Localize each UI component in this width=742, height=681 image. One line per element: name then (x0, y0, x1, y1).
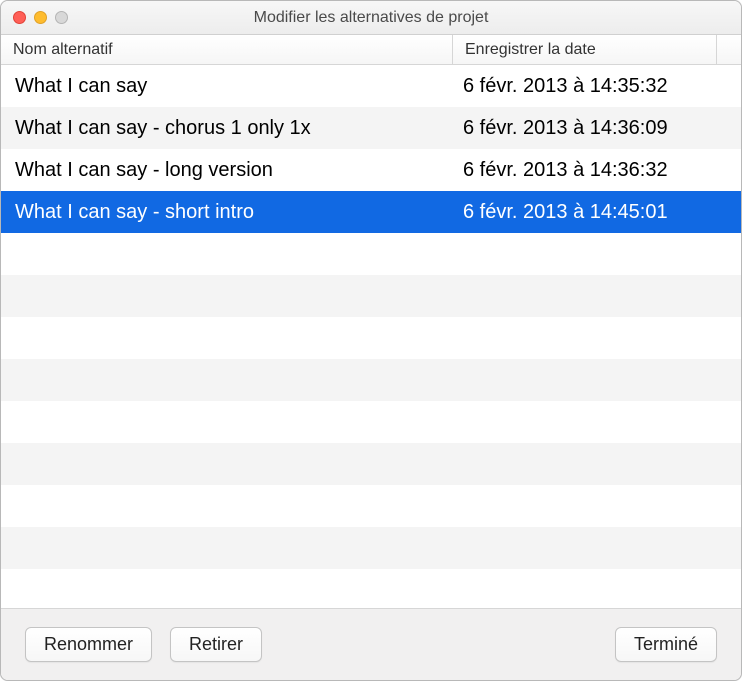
done-button[interactable]: Terminé (615, 627, 717, 662)
close-icon[interactable] (13, 11, 26, 24)
table-row-empty (1, 275, 741, 317)
cell-date: 6 févr. 2013 à 14:36:32 (453, 159, 741, 182)
table-row[interactable]: What I can say - short intro6 févr. 2013… (1, 191, 741, 233)
titlebar: Modifier les alternatives de projet (1, 1, 741, 35)
remove-button[interactable]: Retirer (170, 627, 262, 662)
table-row-empty (1, 443, 741, 485)
cell-name: What I can say (1, 75, 453, 98)
window-title: Modifier les alternatives de projet (1, 9, 741, 27)
cell-date: 6 févr. 2013 à 14:36:09 (453, 117, 741, 140)
table-body[interactable]: What I can say6 févr. 2013 à 14:35:32Wha… (1, 65, 741, 608)
table-row-empty (1, 317, 741, 359)
column-header-scroll (717, 35, 741, 64)
zoom-icon (55, 11, 68, 24)
traffic-lights (1, 11, 68, 24)
table-row[interactable]: What I can say - chorus 1 only 1x6 févr.… (1, 107, 741, 149)
table-row-empty (1, 233, 741, 275)
cell-name: What I can say - short intro (1, 201, 453, 224)
table-row-empty (1, 401, 741, 443)
column-header-name[interactable]: Nom alternatif (1, 35, 453, 64)
column-header-date[interactable]: Enregistrer la date (453, 35, 717, 64)
cell-name: What I can say - chorus 1 only 1x (1, 117, 453, 140)
cell-name: What I can say - long version (1, 159, 453, 182)
cell-date: 6 févr. 2013 à 14:45:01 (453, 201, 741, 224)
footer: Renommer Retirer Terminé (1, 608, 741, 680)
table-row[interactable]: What I can say - long version6 févr. 201… (1, 149, 741, 191)
minimize-icon[interactable] (34, 11, 47, 24)
cell-date: 6 févr. 2013 à 14:35:32 (453, 75, 741, 98)
dialog-window: Modifier les alternatives de projet Nom … (0, 0, 742, 681)
table-header: Nom alternatif Enregistrer la date (1, 35, 741, 65)
rename-button[interactable]: Renommer (25, 627, 152, 662)
table-row[interactable]: What I can say6 févr. 2013 à 14:35:32 (1, 65, 741, 107)
table-row-empty (1, 359, 741, 401)
table-row-empty (1, 527, 741, 569)
table-row-empty (1, 485, 741, 527)
